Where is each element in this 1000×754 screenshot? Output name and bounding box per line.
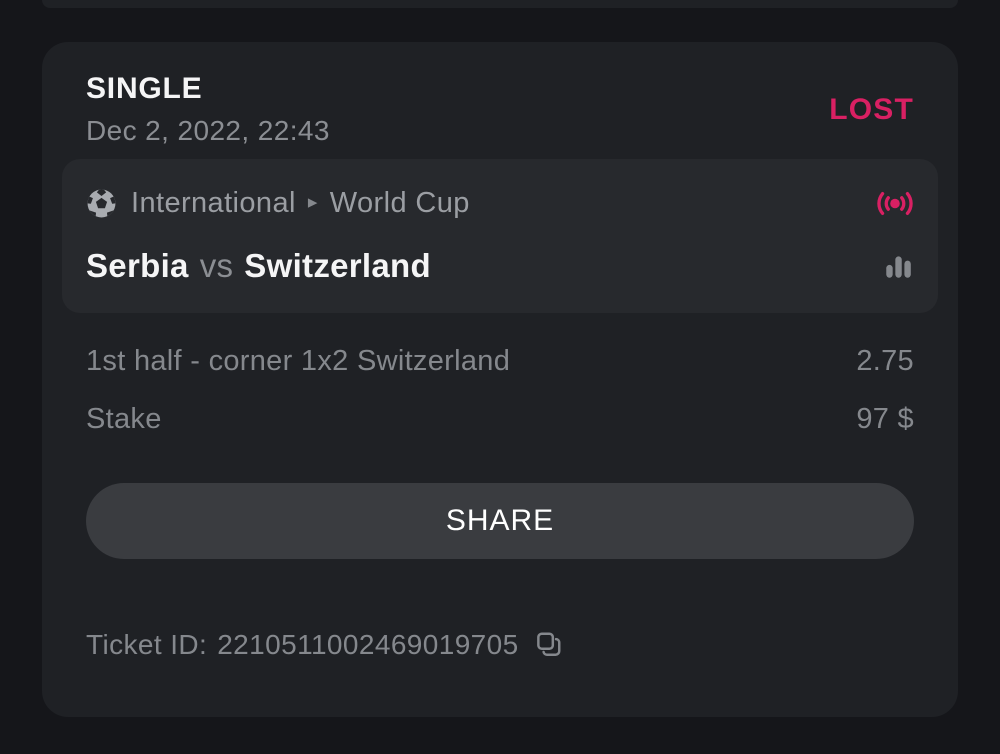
vs-label: vs [199, 247, 234, 284]
breadcrumb-separator-icon: ▸ [307, 192, 318, 213]
stake-label: Stake [86, 403, 162, 435]
bet-selection-label: 1st half - corner 1x2 Switzerland [86, 345, 511, 377]
ticket-header-left: SINGLE Dec 2, 2022, 22:43 [86, 70, 330, 149]
ticket-id-row: Ticket ID: 2210511002469019705 [86, 629, 914, 661]
live-broadcast-icon[interactable] [876, 190, 914, 217]
match-card[interactable]: International ▸ World Cup Serbia vs [62, 159, 938, 313]
previous-card-edge [42, 0, 958, 8]
ticket-id-label: Ticket ID: [86, 629, 208, 660]
copy-icon[interactable] [533, 630, 563, 660]
stake-value: 97 $ [856, 403, 914, 435]
ticket-id-value: 2210511002469019705 [217, 629, 519, 660]
bar-chart-icon[interactable] [882, 250, 914, 282]
status-badge: LOST [829, 92, 914, 126]
bet-selection-row: 1st half - corner 1x2 Switzerland 2.75 [62, 343, 938, 379]
soccer-ball-icon [86, 188, 117, 219]
home-team-name[interactable]: Serbia [86, 247, 189, 284]
bet-ticket-card: SINGLE Dec 2, 2022, 22:43 LOST [42, 42, 958, 717]
bet-datetime: Dec 2, 2022, 22:43 [86, 115, 330, 146]
league-breadcrumb: International ▸ World Cup [86, 185, 914, 221]
share-button[interactable]: SHARE [86, 483, 914, 559]
ticket-header: SINGLE Dec 2, 2022, 22:43 LOST [62, 70, 938, 149]
stake-row: Stake 97 $ [62, 401, 938, 437]
away-team-name[interactable]: Switzerland [244, 247, 431, 284]
bet-odds-value: 2.75 [856, 345, 914, 377]
league-tournament[interactable]: World Cup [329, 187, 470, 219]
league-category[interactable]: International [131, 187, 296, 219]
bet-type-title: SINGLE [86, 72, 203, 105]
match-title: Serbia vs Switzerland [86, 245, 914, 287]
